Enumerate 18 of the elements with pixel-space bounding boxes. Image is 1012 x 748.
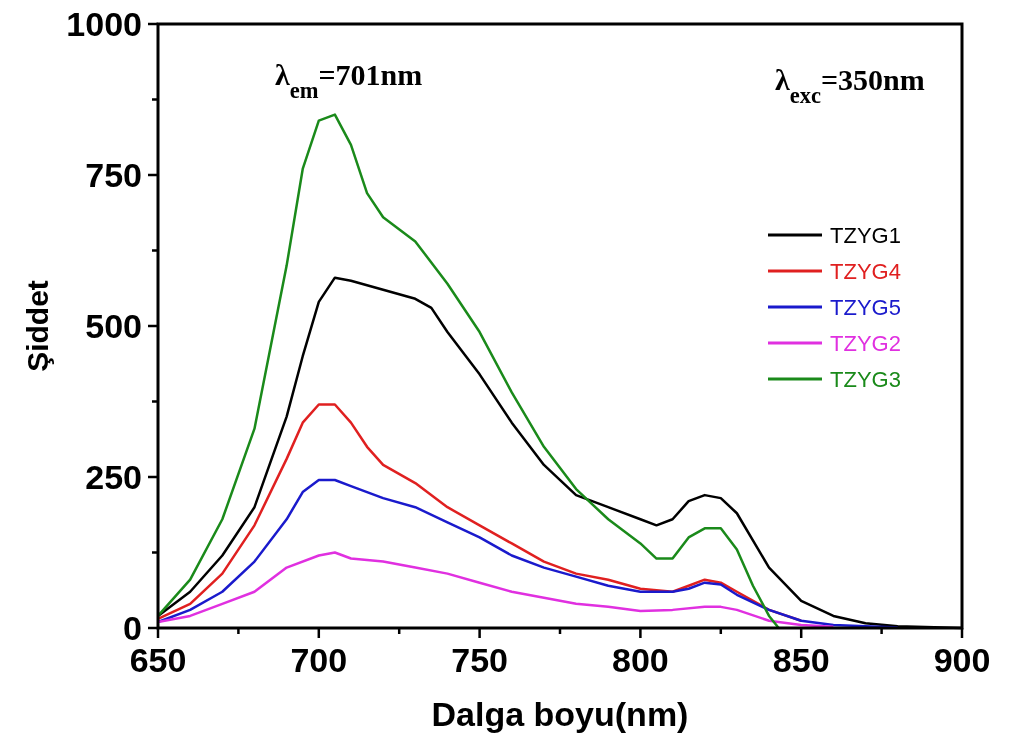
x-axis-title: Dalga boyu(nm) [431, 695, 689, 733]
x-tick-label: 700 [290, 641, 348, 679]
y-tick-label: 250 [85, 457, 142, 496]
y-tick-label: 750 [85, 155, 142, 194]
x-tick-label: 900 [933, 641, 991, 679]
y-tick-label: 1000 [66, 4, 142, 43]
legend-label: TZYG2 [830, 330, 901, 356]
y-axis-title: Şiddet [21, 280, 54, 372]
legend-label: TZYG4 [830, 258, 901, 284]
y-tick-label: 500 [85, 306, 142, 345]
x-tick-label: 800 [612, 641, 669, 679]
legend-label: TZYG3 [830, 366, 901, 392]
legend-label: TZYG1 [830, 222, 901, 248]
legend-label: TZYG5 [830, 294, 901, 320]
x-tick-label: 850 [772, 641, 830, 679]
annotation: λ$_{em}$=701nm [275, 58, 423, 103]
x-tick-label: 750 [451, 641, 508, 679]
annotation: λ$_{exc}$=350nm [775, 63, 925, 108]
